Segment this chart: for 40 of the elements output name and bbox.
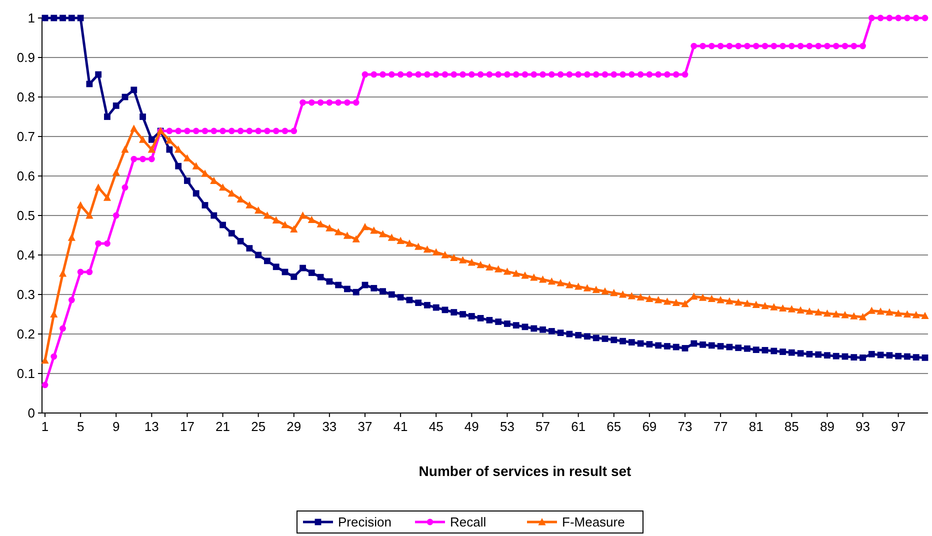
- x-tick-label: 41: [393, 419, 408, 434]
- y-tick-label: 0.9: [16, 50, 35, 66]
- x-tick-label: 89: [820, 419, 834, 434]
- x-tick-label: 73: [678, 419, 692, 434]
- x-tick-label: 17: [180, 419, 194, 434]
- x-tick-label: 5: [76, 419, 84, 434]
- x-tick-label: 65: [606, 419, 622, 434]
- x-tick-label: 33: [322, 419, 337, 434]
- y-tick-label: 0.8: [16, 90, 35, 105]
- legend-label: F-Measure: [562, 514, 625, 530]
- x-tick-label: 85: [784, 419, 799, 434]
- x-tick-label: 61: [571, 419, 586, 434]
- x-tick-label: 49: [464, 419, 479, 434]
- y-tick-label: 0.7: [16, 129, 35, 144]
- x-tick-label: 57: [536, 419, 550, 434]
- x-tick-label: 1: [41, 419, 49, 434]
- x-tick-label: 53: [500, 419, 514, 434]
- y-tick-label: 0.6: [16, 168, 35, 184]
- x-tick-label: 77: [713, 419, 728, 434]
- legend-label: Precision: [338, 514, 392, 530]
- x-axis-title: Number of services in result set: [418, 463, 632, 479]
- y-tick-label: 1: [28, 10, 35, 26]
- x-tick-label: 97: [891, 419, 906, 434]
- y-tick-label: 0.2: [16, 326, 35, 342]
- x-tick-label: 45: [428, 419, 444, 434]
- x-tick-label: 29: [286, 419, 302, 434]
- y-tick-label: 0.3: [16, 287, 35, 302]
- y-tick-label: 0: [28, 406, 35, 421]
- y-tick-label: 0.4: [16, 248, 35, 263]
- y-tick-label: 0.1: [16, 366, 35, 382]
- x-tick-label: 21: [216, 419, 230, 434]
- x-tick-label: 25: [251, 419, 266, 434]
- x-tick-label: 93: [856, 419, 870, 434]
- x-tick-label: 37: [358, 419, 372, 434]
- legend-label: Recall: [450, 514, 486, 530]
- x-tick-label: 81: [748, 419, 764, 434]
- x-tick-label: 9: [112, 419, 120, 434]
- y-tick-label: 0.5: [16, 208, 35, 224]
- x-tick-label: 69: [642, 419, 657, 434]
- x-tick-label: 13: [144, 419, 159, 434]
